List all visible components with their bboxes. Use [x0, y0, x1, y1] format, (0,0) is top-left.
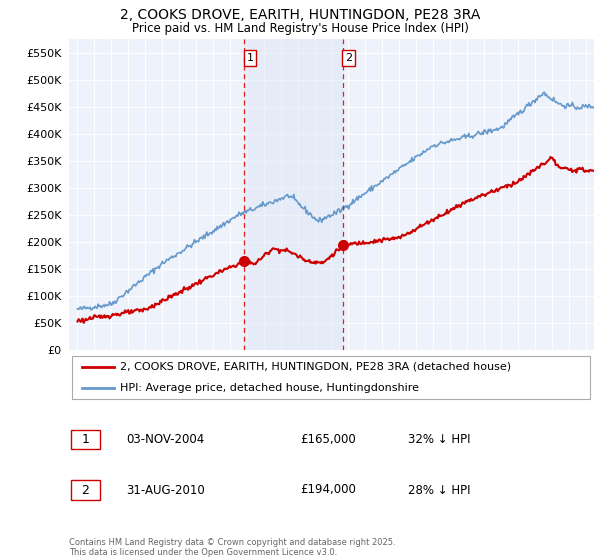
Text: 2: 2: [345, 53, 352, 63]
Bar: [244, 39, 343, 350]
Text: 2, COOKS DROVE, EARITH, HUNTINGDON, PE28 3RA (detached house): 2, COOKS DROVE, EARITH, HUNTINGDON, PE28…: [121, 362, 512, 372]
Text: 31-AUG-2010: 31-AUG-2010: [126, 483, 205, 497]
Text: £165,000: £165,000: [300, 433, 356, 446]
Text: 1: 1: [82, 433, 89, 446]
FancyBboxPatch shape: [71, 430, 100, 450]
Text: Price paid vs. HM Land Registry's House Price Index (HPI): Price paid vs. HM Land Registry's House …: [131, 22, 469, 35]
Text: HPI: Average price, detached house, Huntingdonshire: HPI: Average price, detached house, Hunt…: [121, 383, 419, 393]
Text: 2: 2: [82, 483, 89, 497]
Text: Contains HM Land Registry data © Crown copyright and database right 2025.
This d: Contains HM Land Registry data © Crown c…: [69, 538, 395, 557]
Text: 2, COOKS DROVE, EARITH, HUNTINGDON, PE28 3RA: 2, COOKS DROVE, EARITH, HUNTINGDON, PE28…: [120, 8, 480, 22]
Text: 1: 1: [247, 53, 254, 63]
Text: £194,000: £194,000: [300, 483, 356, 497]
FancyBboxPatch shape: [71, 356, 590, 399]
FancyBboxPatch shape: [71, 480, 100, 500]
Text: 03-NOV-2004: 03-NOV-2004: [126, 433, 204, 446]
Text: 32% ↓ HPI: 32% ↓ HPI: [408, 433, 470, 446]
Text: 28% ↓ HPI: 28% ↓ HPI: [408, 483, 470, 497]
